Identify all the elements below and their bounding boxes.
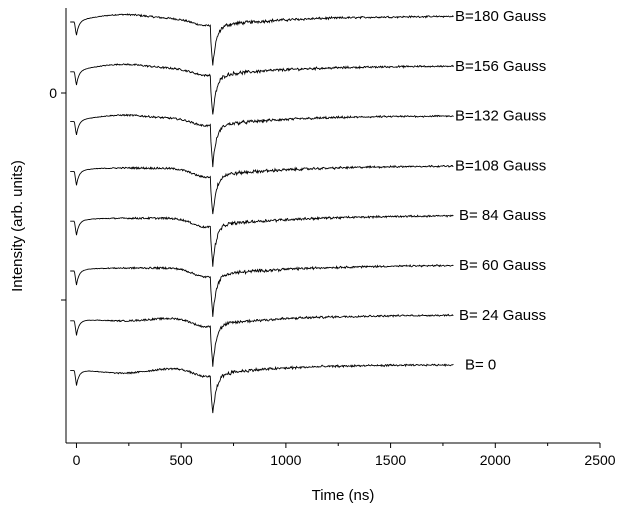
series-label: B= 84 Gauss [459, 207, 546, 224]
series-line [70, 363, 454, 414]
series-label: B= 24 Gauss [459, 307, 546, 324]
x-axis-label: Time (ns) [312, 487, 375, 504]
series-line [70, 313, 454, 367]
x-tick-label: 1500 [375, 452, 406, 468]
series-line [70, 263, 454, 317]
series-label: B=180 Gauss [455, 8, 546, 25]
y-tick-label: 0 [49, 85, 57, 101]
series-line [70, 13, 454, 66]
y-axis-label: Intensity (arb. units) [9, 160, 26, 292]
y-ticks: 0 [49, 85, 66, 301]
series-line [70, 63, 454, 115]
series-labels: B=180 Gauss B=156 Gauss B=132 Gauss B=108 G… [455, 8, 546, 374]
traces [70, 13, 454, 414]
series-line [70, 113, 454, 168]
series-label: B= 0 [465, 357, 496, 374]
x-ticks: 0 500 1000 1500 2000 2500 [73, 443, 616, 468]
x-tick-label: 1000 [270, 452, 301, 468]
series-label: B=108 Gauss [455, 157, 546, 174]
series-label: B= 60 Gauss [459, 257, 546, 274]
series-label: B=156 Gauss [455, 58, 546, 75]
axes [65, 8, 600, 444]
x-tick-label: 2500 [584, 452, 615, 468]
x-tick-label: 2000 [480, 452, 511, 468]
series-line [70, 164, 454, 215]
series-line [70, 214, 454, 267]
x-tick-label: 500 [169, 452, 193, 468]
x-tick-label: 0 [73, 452, 81, 468]
series-label: B=132 Gauss [455, 108, 546, 125]
